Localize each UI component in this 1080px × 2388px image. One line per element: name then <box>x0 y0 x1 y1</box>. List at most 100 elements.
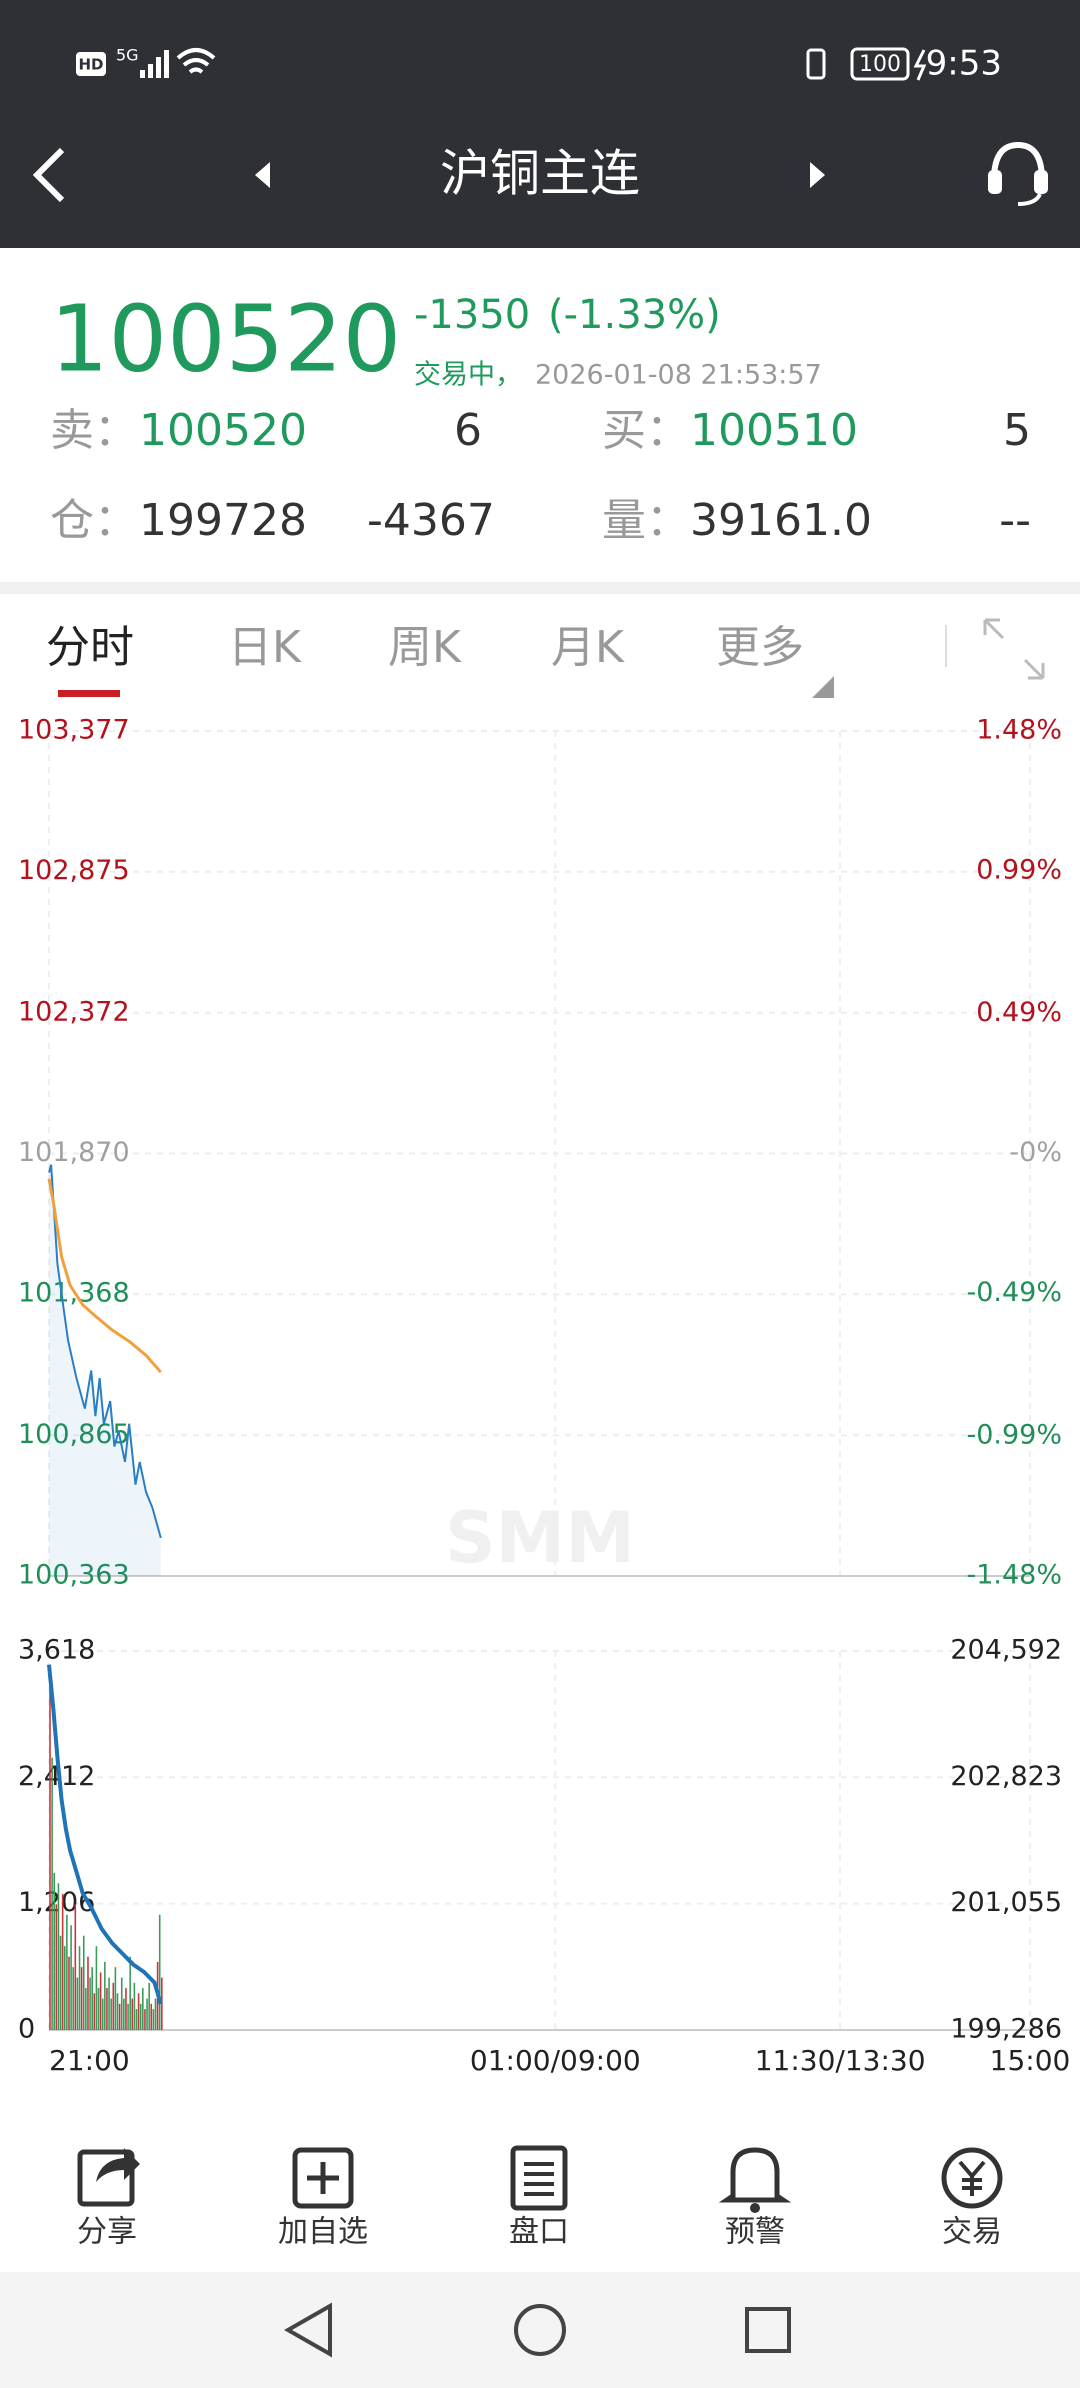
nav-recent[interactable] <box>745 2307 791 2353</box>
tab-indicator <box>58 690 120 697</box>
toolbar-label[interactable]: 盘口 <box>509 2215 569 2250</box>
volume-bar <box>87 1956 89 2030</box>
tab[interactable]: 日K <box>228 622 302 673</box>
alert-icon <box>718 2147 792 2213</box>
volume-bar <box>112 1982 115 2030</box>
volume-bar <box>137 1993 140 2030</box>
volume-bar <box>144 2009 146 2030</box>
toolbar-label[interactable]: 交易 <box>942 2215 1002 2250</box>
volume-bar <box>120 1977 123 2030</box>
nav-bar <box>0 2272 1080 2388</box>
y-tick-label: 100,865 <box>18 1419 130 1450</box>
prev-contract[interactable] <box>255 162 270 188</box>
ask-price: 100520 <box>139 405 307 456</box>
price-area <box>49 1164 161 1576</box>
watermark: SMM <box>445 1497 635 1579</box>
volume-bar <box>146 1998 148 2030</box>
volume-bar <box>55 1904 58 2030</box>
y-tick-label: 0 <box>18 2014 35 2045</box>
divider <box>0 582 1080 594</box>
timestamp: 2026-01-08 21:53:57 <box>535 360 822 391</box>
volume-bar <box>51 1757 53 2030</box>
volume-bar <box>104 1961 106 2030</box>
tab[interactable]: 周K <box>388 622 462 673</box>
extra: -- <box>999 495 1031 546</box>
volume-bar <box>49 1673 51 2030</box>
next-contract[interactable] <box>810 162 825 188</box>
page-title: 沪铜主连 <box>440 145 640 203</box>
support-button[interactable] <box>988 141 1048 206</box>
volume-bar <box>123 1998 125 2030</box>
nav-home[interactable] <box>514 2304 566 2356</box>
y-tick-label: 101,870 <box>18 1137 130 1168</box>
volume-bar <box>161 1977 163 2030</box>
open-interest-line <box>47 1664 163 2005</box>
bid-size: 5 <box>1003 405 1031 456</box>
orderbook-icon <box>510 2145 568 2211</box>
x-tick-label: 11:30/13:30 <box>755 2044 926 2077</box>
top-bar <box>0 0 1080 248</box>
oi-change: -4367 <box>367 495 495 546</box>
x-tick-label: 21:00 <box>49 2044 130 2077</box>
volume-bar <box>53 1872 56 2030</box>
y-tick-label: 103,377 <box>18 715 130 746</box>
tab-active[interactable]: 分时 <box>46 622 134 673</box>
price-change: -1350 <box>414 292 530 338</box>
price-change-pct: (-1.33%) <box>548 292 721 338</box>
volume-bar <box>97 1988 100 2030</box>
x-tick-label: 01:00/09:00 <box>470 2044 641 2077</box>
wifi-icon <box>176 48 216 74</box>
y2-tick-label: -0% <box>1009 1137 1062 1168</box>
volume-bar <box>99 1972 102 2030</box>
nav-back[interactable] <box>283 2302 332 2358</box>
charging-icon <box>913 49 927 81</box>
volume-bar <box>110 1998 112 2030</box>
volume-label: 量： <box>602 495 690 546</box>
volume-bar <box>135 2009 138 2030</box>
y2-tick-label: -1.48% <box>966 1560 1062 1591</box>
volume-bar <box>131 1998 134 2030</box>
volume-bar <box>59 1935 62 2030</box>
volume-bar <box>118 2003 121 2030</box>
oi-label: 仓： <box>50 495 138 546</box>
vibrate-icon <box>806 48 826 80</box>
volume-bar <box>127 2003 129 2030</box>
volume-bar <box>68 1956 70 2030</box>
trade-status: 交易中， <box>414 360 522 391</box>
y2-tick-label: 201,055 <box>950 1887 1062 1918</box>
ask-size: 6 <box>454 405 482 456</box>
bid-price: 100510 <box>690 405 858 456</box>
volume-bar <box>61 1893 64 2030</box>
fullscreen-button[interactable] <box>983 618 1045 680</box>
tab[interactable]: 月K <box>551 622 625 673</box>
average-line <box>47 1178 162 1374</box>
volume-bar <box>152 2009 155 2030</box>
open-interest: 199728 <box>139 495 307 546</box>
y2-tick-label: 199,286 <box>950 2014 1062 2045</box>
signal-type: 5G <box>116 46 139 65</box>
volume-bar <box>106 1988 108 2030</box>
volume-bar <box>148 1982 150 2030</box>
y2-tick-label: 0.49% <box>976 997 1062 1028</box>
toolbar-label[interactable]: 分享 <box>77 2215 137 2250</box>
toolbar-label[interactable]: 预警 <box>725 2215 785 2250</box>
toolbar <box>0 2090 1080 2272</box>
tab[interactable]: 更多 <box>716 622 804 673</box>
y2-tick-label: 204,592 <box>950 1635 1062 1666</box>
back-button[interactable] <box>32 147 65 203</box>
volume-bar <box>150 2003 153 2030</box>
volume-bar <box>76 1977 79 2030</box>
y-tick-label: 102,875 <box>18 855 130 886</box>
y2-tick-label: 1.48% <box>976 715 1062 746</box>
toolbar-label[interactable]: 加自选 <box>278 2215 368 2250</box>
volume-bar <box>154 1998 157 2030</box>
volume-bar <box>91 1967 93 2030</box>
y2-tick-label: 0.99% <box>976 854 1062 885</box>
volume-bar <box>63 1946 66 2030</box>
volume-bar <box>93 1993 96 2030</box>
volume-bar <box>95 1946 98 2030</box>
clock: 9:53 <box>926 44 1002 84</box>
y2-tick-label: 202,823 <box>950 1761 1062 1792</box>
network: HD <box>78 56 103 74</box>
